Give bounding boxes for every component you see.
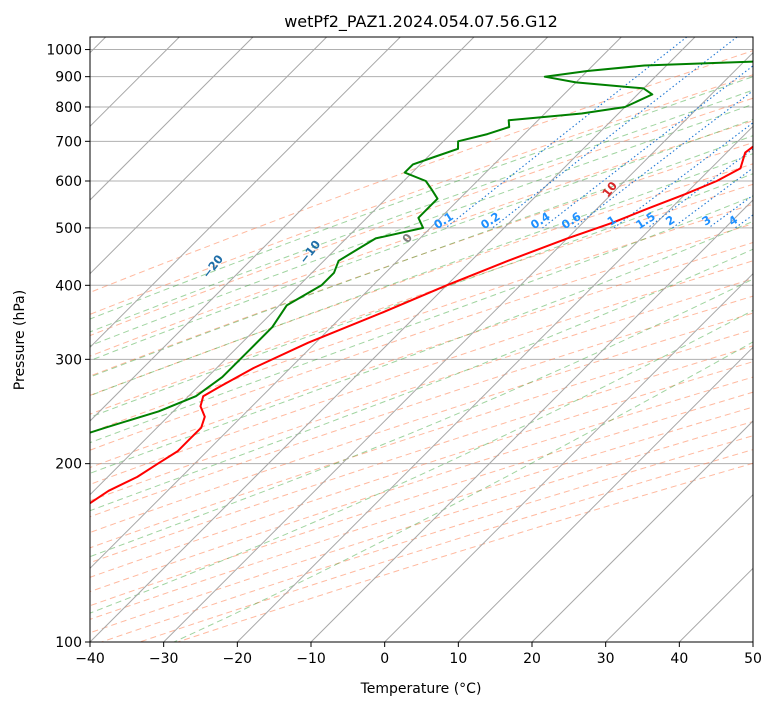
x-tick-label: 30 [597, 651, 615, 667]
y-tick-label: 700 [55, 134, 82, 150]
chart-title: wetPf2_PAZ1.2024.054.07.56.G12 [284, 12, 558, 32]
y-tick-label: 100 [55, 635, 82, 651]
x-tick-label: −30 [149, 651, 179, 667]
x-tick-label: −20 [223, 651, 253, 667]
y-axis-label: Pressure (hPa) [12, 290, 28, 390]
y-tick-label: 800 [55, 100, 82, 116]
y-tick-label: 1000 [46, 43, 82, 59]
y-tick-label: 300 [55, 352, 82, 368]
x-tick-label: 40 [670, 651, 688, 667]
x-tick-label: −10 [296, 651, 326, 667]
x-axis-label: Temperature (°C) [360, 681, 482, 697]
y-tick-label: 500 [55, 221, 82, 237]
x-tick-label: −40 [75, 651, 105, 667]
y-tick-label: 600 [55, 174, 82, 190]
y-tick-label: 200 [55, 457, 82, 473]
x-tick-label: 10 [449, 651, 467, 667]
x-tick-label: 20 [523, 651, 541, 667]
x-tick-label: 50 [744, 651, 762, 667]
x-tick-label: 0 [380, 651, 389, 667]
y-tick-label: 400 [55, 278, 82, 294]
y-tick-label: 900 [55, 70, 82, 86]
